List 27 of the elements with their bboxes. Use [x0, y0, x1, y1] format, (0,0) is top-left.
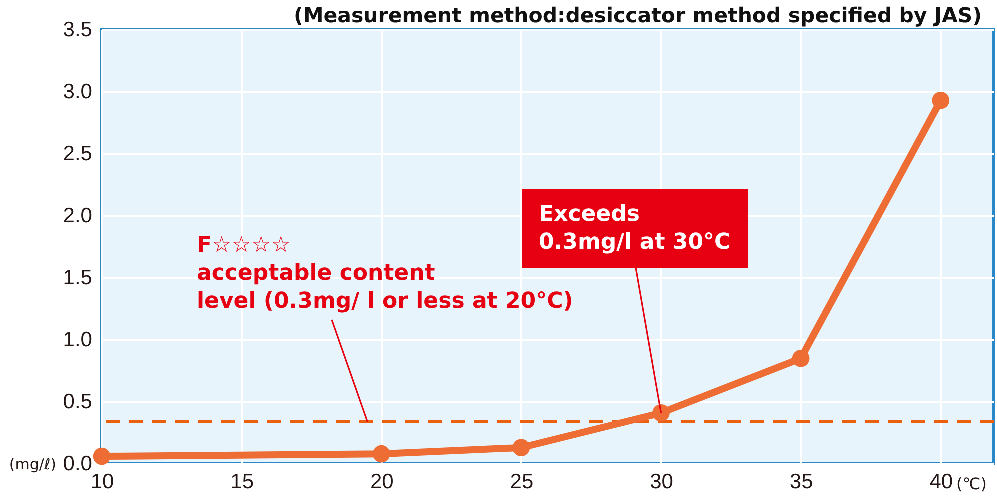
- point: [512, 439, 530, 457]
- x-tick-label: 40: [930, 470, 954, 494]
- point: [93, 448, 111, 466]
- y-tick-label: 1.5: [63, 266, 92, 290]
- chart-title: (Measurement method:desiccator method specified by JAS): [294, 4, 982, 28]
- annotation: Exceeds 0.3mg/l at 30°C: [539, 202, 731, 255]
- x-tick-label: 30: [650, 470, 674, 494]
- x-tick-label: 35: [790, 470, 814, 494]
- annotation: acceptable content level (0.3mg/ l or less at 20°C): [197, 261, 574, 314]
- annotation: F☆☆☆☆: [197, 233, 291, 258]
- x-tick-label: 10: [90, 470, 114, 494]
- x-tick-label: 20: [370, 470, 394, 494]
- y-tick-label: 3.5: [63, 18, 92, 42]
- point: [372, 445, 390, 463]
- y-tick-label: 1.0: [63, 328, 92, 352]
- y-tick-label: 2.0: [63, 204, 92, 228]
- x-tick-label: 25: [510, 470, 534, 494]
- y-tick-label: 3.0: [63, 80, 92, 104]
- point: [792, 350, 810, 368]
- point: [932, 92, 950, 110]
- point: [652, 404, 670, 422]
- x-tick-label: 15: [230, 470, 254, 494]
- x-axis-title: (℃): [956, 474, 987, 494]
- y-axis-title: (mg/ℓ): [9, 456, 56, 474]
- y-tick-label: 0.5: [63, 390, 92, 414]
- y-tick-label: 2.5: [63, 142, 92, 166]
- y-tick-label: 0.0: [63, 452, 92, 476]
